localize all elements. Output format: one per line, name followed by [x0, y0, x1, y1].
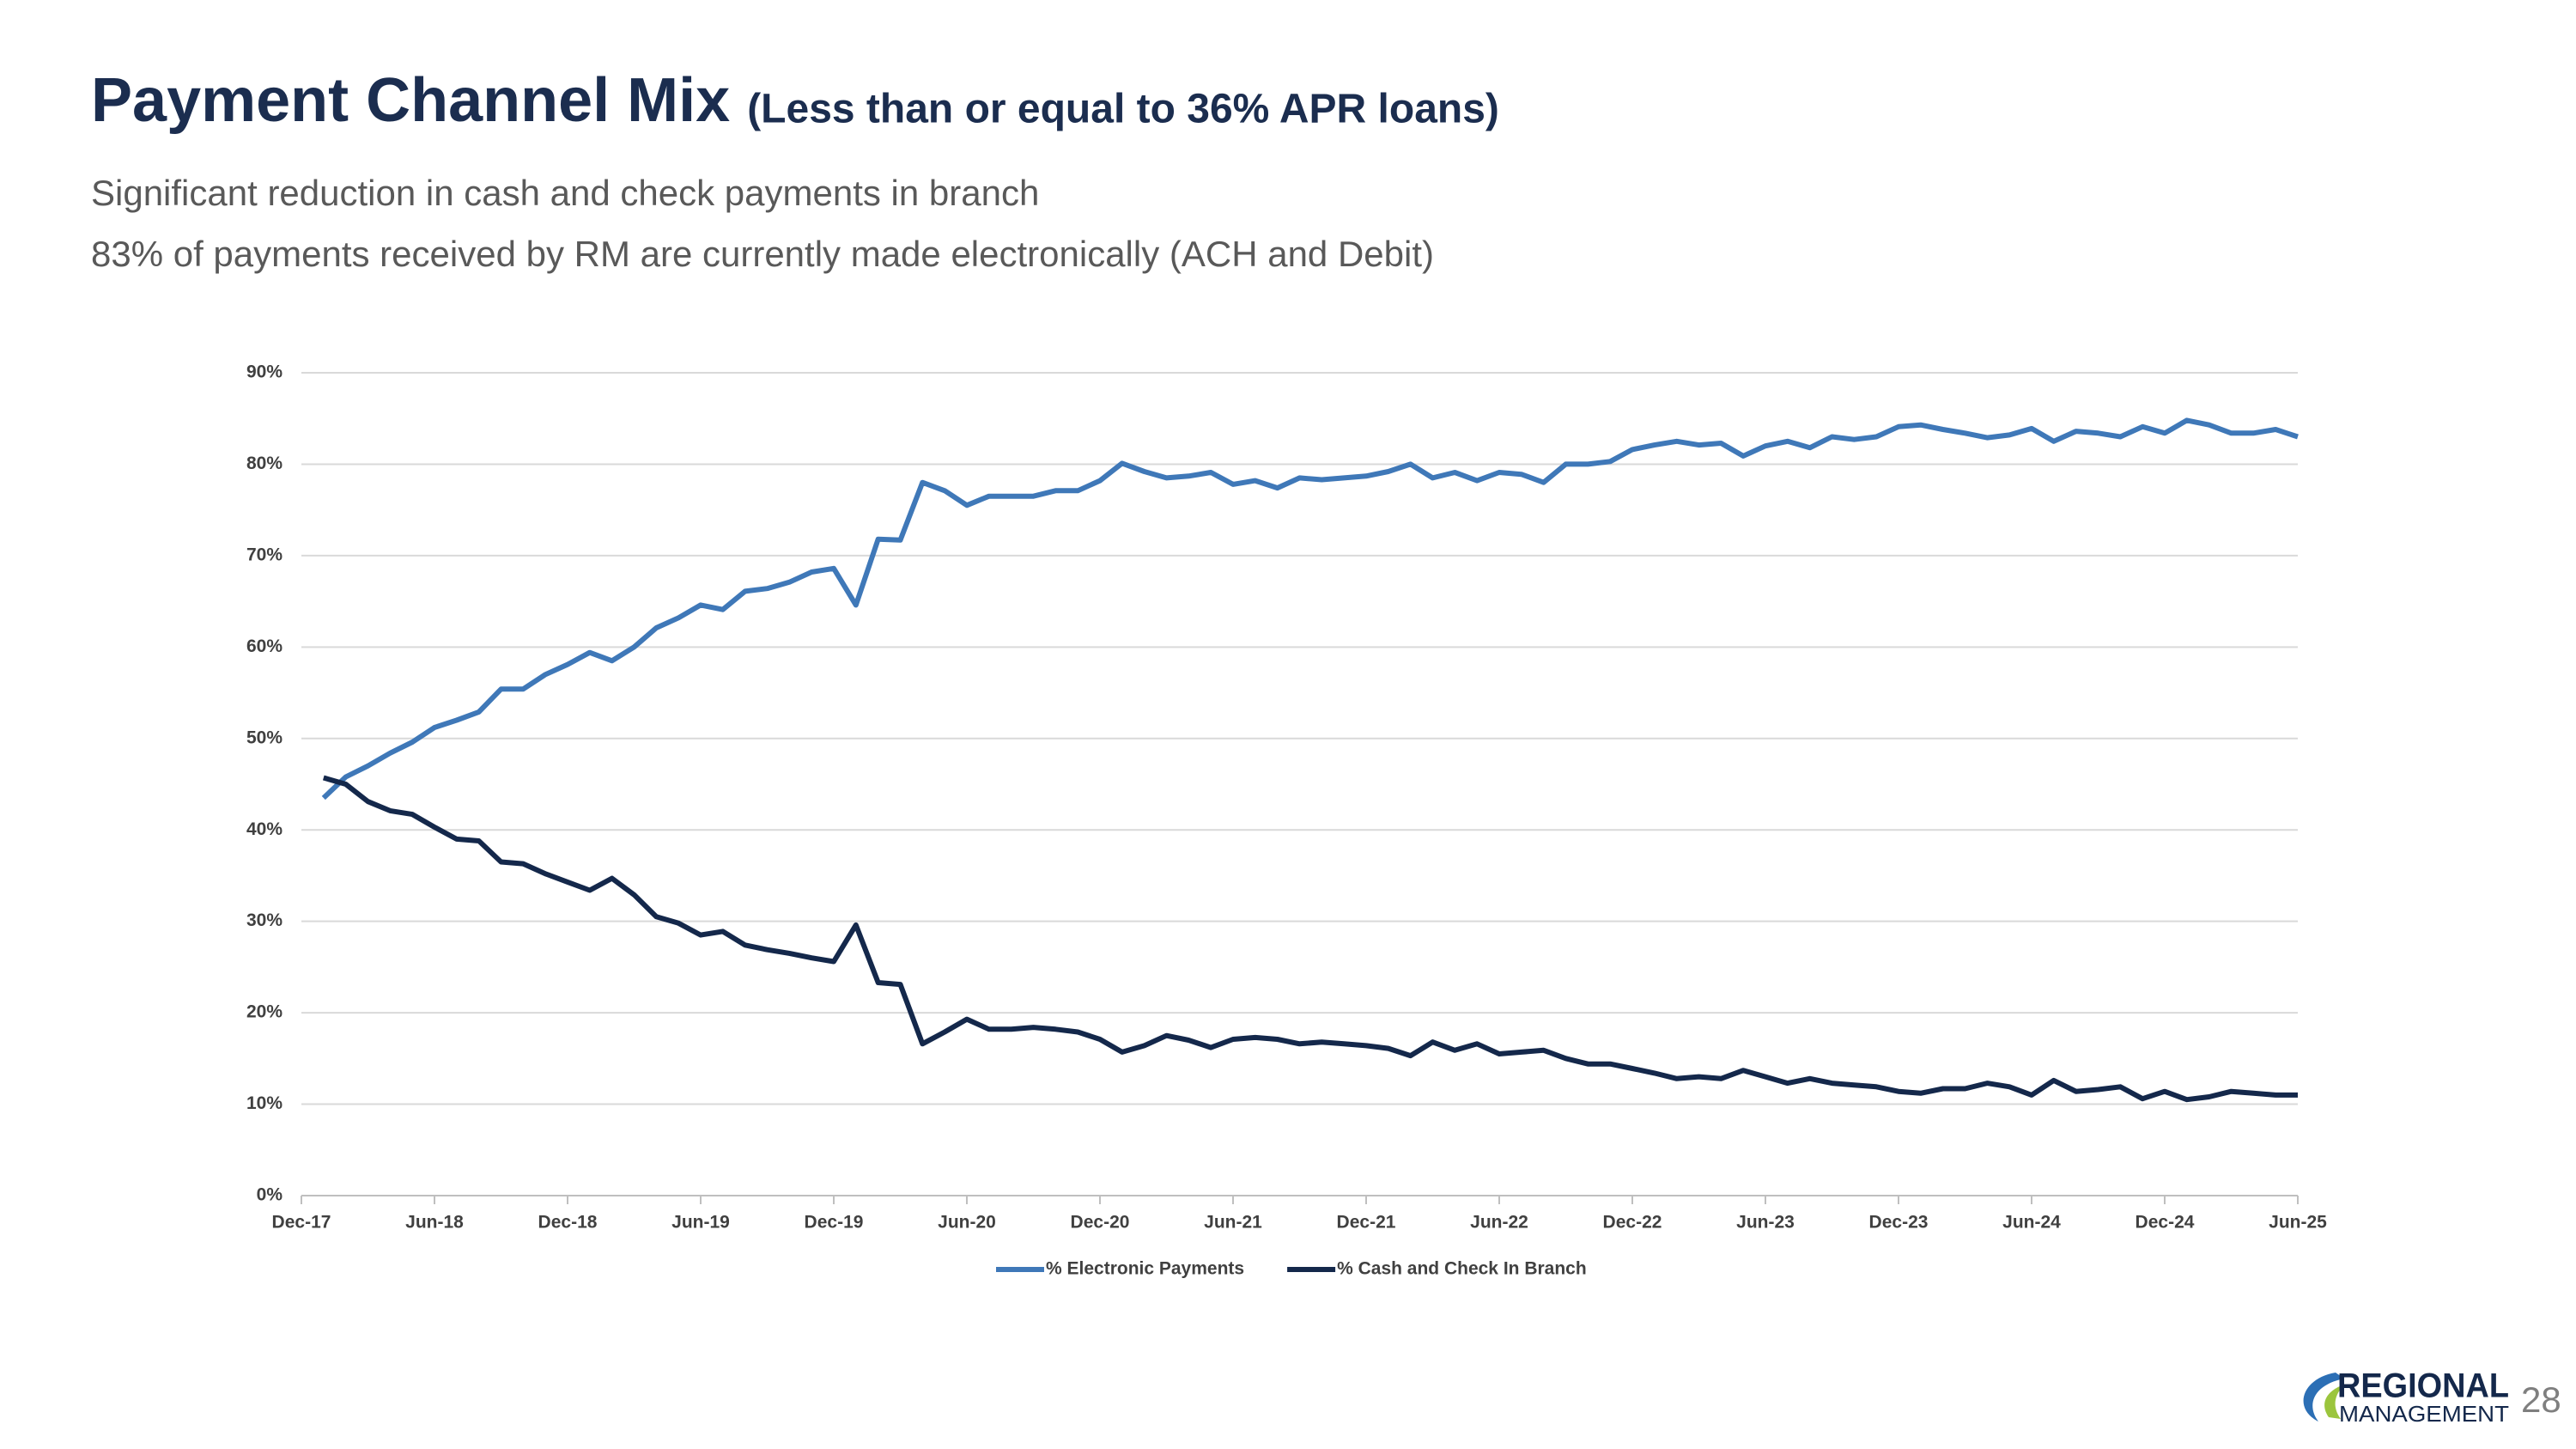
- y-tick-label: 10%: [246, 1093, 283, 1113]
- y-tick-label: 80%: [246, 454, 283, 473]
- y-tick-label: 50%: [246, 728, 283, 747]
- y-tick-label: 90%: [246, 362, 283, 382]
- x-tick-label: Jun-23: [1736, 1213, 1795, 1233]
- y-tick-label: 70%: [246, 545, 283, 564]
- x-tick-label: Jun-21: [1204, 1213, 1262, 1233]
- y-tick-label: 0%: [257, 1185, 283, 1205]
- series-line: [321, 417, 2299, 801]
- logo-swoosh: [2324, 1385, 2344, 1419]
- y-tick-label: 20%: [246, 1002, 283, 1022]
- subtitle-line: Significant reduction in cash and check …: [91, 173, 1039, 213]
- x-tick-label: Jun-19: [671, 1213, 730, 1233]
- logo-text: REGIONAL: [2337, 1367, 2509, 1405]
- x-tick-label: Jun-20: [938, 1213, 996, 1233]
- logo: REGIONAL MANAGEMENT: [2303, 1367, 2509, 1427]
- x-tick-label: Dec-23: [1869, 1213, 1929, 1233]
- x-tick-label: Jun-18: [405, 1213, 464, 1233]
- logo-swoosh: [2303, 1373, 2344, 1422]
- x-tick-label: Dec-24: [2136, 1213, 2195, 1233]
- y-tick-label: 60%: [246, 636, 283, 656]
- x-tick-label: Jun-22: [1470, 1213, 1528, 1233]
- x-tick-label: Dec-18: [538, 1213, 598, 1233]
- legend-label: % Electronic Payments: [1046, 1259, 1244, 1279]
- x-tick-label: Dec-22: [1603, 1213, 1662, 1233]
- y-tick-label: 30%: [246, 910, 283, 930]
- x-tick-label: Dec-17: [272, 1213, 331, 1233]
- x-tick-label: Dec-19: [805, 1213, 864, 1233]
- x-tick-label: Jun-24: [2002, 1213, 2061, 1233]
- series-line: [322, 775, 2298, 1103]
- slide-title: Payment Channel Mix: [91, 66, 730, 135]
- logo-text: MANAGEMENT: [2339, 1401, 2509, 1427]
- x-tick-label: Dec-20: [1071, 1213, 1130, 1233]
- x-tick-label: Dec-21: [1337, 1213, 1396, 1233]
- y-tick-label: 40%: [246, 819, 283, 839]
- subtitle-line: 83% of payments received by RM are curre…: [91, 234, 1434, 274]
- page-number: 28: [2521, 1379, 2561, 1420]
- legend-label: % Cash and Check In Branch: [1337, 1259, 1587, 1279]
- x-tick-label: Jun-25: [2269, 1213, 2327, 1233]
- title-note: (Less than or equal to 36% APR loans): [747, 87, 1499, 132]
